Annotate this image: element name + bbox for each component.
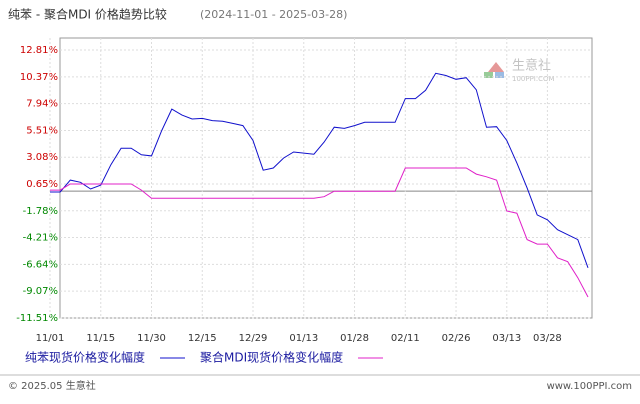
series-line xyxy=(50,72,589,268)
y-tick-label: 7.94% xyxy=(26,99,58,110)
y-tick-label: 3.08% xyxy=(26,152,58,163)
x-tick-label: 03/13 xyxy=(492,333,521,344)
watermark-logo xyxy=(484,72,493,78)
footer-left: © 2025.05 生意社 xyxy=(8,379,96,392)
x-tick-label: 11/01 xyxy=(36,333,65,344)
x-tick-label: 12/29 xyxy=(239,333,268,344)
chart-title: 纯苯 - 聚合MDI 价格趋势比较 xyxy=(8,7,167,22)
x-tick-label: 01/28 xyxy=(340,333,369,344)
watermark-logo xyxy=(488,62,504,72)
chart-subtitle: (2024-11-01 - 2025-03-28) xyxy=(200,8,347,21)
y-tick-label: -11.51% xyxy=(16,313,58,324)
x-tick-label: 01/13 xyxy=(289,333,318,344)
x-tick-label: 11/30 xyxy=(137,333,166,344)
x-tick-label: 02/26 xyxy=(442,333,471,344)
watermark: 生意社 100PPI.COM xyxy=(484,58,555,83)
y-tick-label: -1.78% xyxy=(23,206,58,217)
y-tick-label: 10.37% xyxy=(20,72,58,83)
watermark-site: 100PPI.COM xyxy=(512,75,555,83)
legend-label: 聚合MDI现货价格变化幅度 xyxy=(200,350,343,365)
x-tick-label: 02/11 xyxy=(391,333,420,344)
y-tick-label: -6.64% xyxy=(23,259,58,270)
watermark-brand: 生意社 xyxy=(512,58,551,74)
y-tick-label: -4.21% xyxy=(23,233,58,244)
y-tick-label: 0.65% xyxy=(26,179,58,190)
x-tick-label: 03/28 xyxy=(533,333,562,344)
series-line xyxy=(50,167,589,298)
y-tick-label: 12.81% xyxy=(20,45,58,56)
footer-right: www.100PPI.com xyxy=(547,381,632,392)
watermark-logo xyxy=(495,72,504,78)
legend-label: 纯苯现货价格变化幅度 xyxy=(25,350,145,365)
x-tick-label: 12/15 xyxy=(188,333,217,344)
y-tick-label: -9.07% xyxy=(23,286,58,297)
x-tick-label: 11/15 xyxy=(86,333,115,344)
y-tick-label: 5.51% xyxy=(26,125,58,136)
